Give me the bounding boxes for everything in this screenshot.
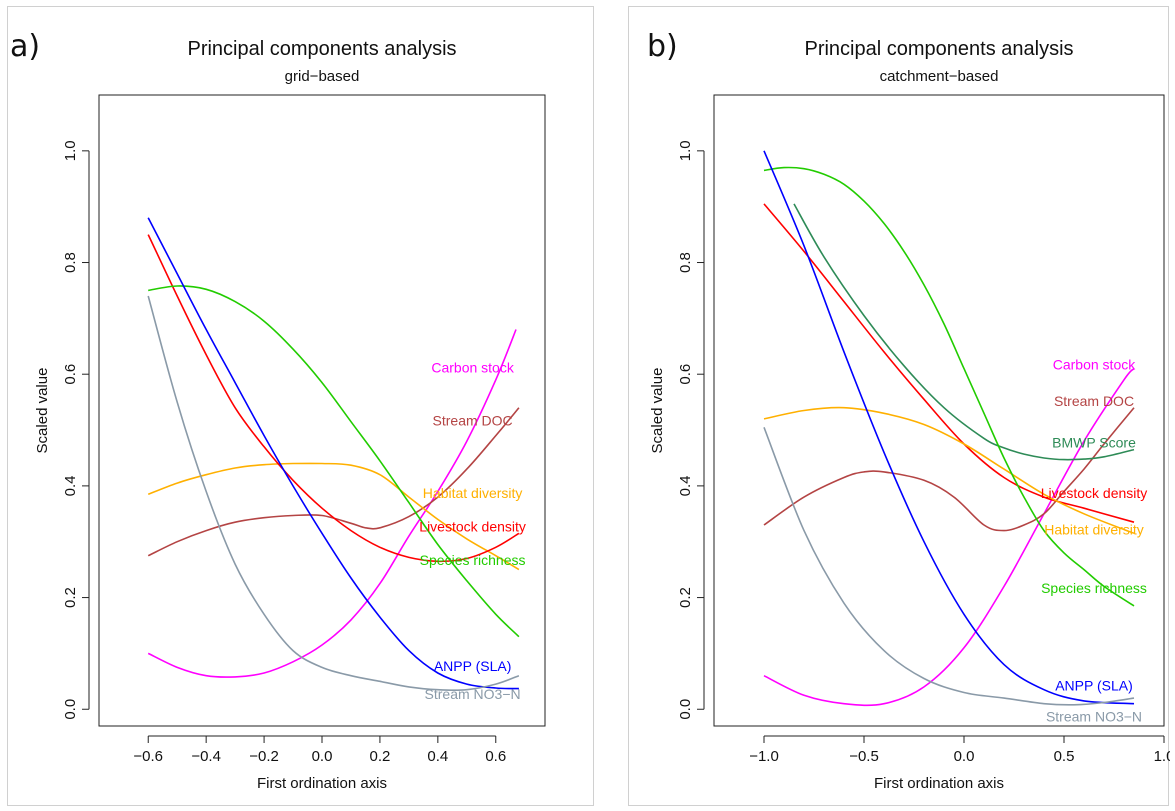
chart-panel-b: b) Principal components analysis catchmen…	[628, 6, 1170, 806]
series-line-stream-doc	[147, 407, 520, 557]
x-tick-label: −1.0	[749, 748, 779, 765]
series-line-stream-doc	[763, 407, 1135, 532]
x-axis: −1.0 −0.5 0.0 0.5 1.0 First ordination axis	[749, 735, 1170, 792]
chart-subtitle: catchment−based	[880, 68, 999, 85]
x-tick-label: −0.5	[849, 748, 879, 765]
series-line-livestock-density	[147, 234, 520, 563]
series-line-species-richness	[763, 166, 1135, 607]
series-line-stream-no3-n	[147, 295, 520, 692]
plot-frame	[713, 94, 1165, 727]
series-line-bmwp-score	[793, 203, 1135, 461]
plot-frame	[98, 94, 546, 727]
y-tick-label: 0.0	[62, 699, 79, 720]
series-line-carbon-stock	[763, 368, 1135, 707]
series-label-stream-no3-n: Stream NO3−N	[425, 686, 521, 702]
series-label-livestock-density: Livestock density	[419, 518, 526, 534]
series-line-habitat-diversity	[147, 462, 520, 571]
series-label-habitat-diversity: Habitat diversity	[423, 485, 523, 501]
chart-panel-a: a) Principal components analysis grid−bas…	[7, 6, 594, 806]
y-tick-label: 0.4	[677, 475, 694, 496]
x-axis-label: First ordination axis	[874, 775, 1004, 792]
panel-label-a: a)	[10, 29, 41, 64]
series-label-anpp-sla: ANPP (SLA)	[434, 658, 512, 674]
series-group	[763, 150, 1135, 707]
y-tick-label: 1.0	[62, 140, 79, 161]
series-label-habitat-diversity: Habitat diversity	[1044, 521, 1144, 537]
x-tick-label: 0.5	[1054, 748, 1075, 765]
series-line-anpp-sla	[147, 217, 519, 690]
x-tick-label: 0.2	[369, 748, 390, 765]
series-label-stream-doc: Stream DOC	[433, 412, 513, 428]
chart-title: Principal components analysis	[804, 38, 1073, 60]
series-label-stream-doc: Stream DOC	[1054, 393, 1134, 409]
series-line-stream-no3-n	[763, 427, 1135, 706]
x-tick-label: 0.0	[312, 748, 333, 765]
y-tick-label: 0.6	[62, 364, 79, 385]
y-axis-label: Scaled value	[34, 368, 51, 454]
series-label-livestock-density: Livestock density	[1041, 485, 1148, 501]
y-tick-label: 0.0	[677, 699, 694, 720]
chart-b: Principal components analysis catchment−b…	[649, 38, 1170, 792]
x-tick-label: 0.6	[485, 748, 506, 765]
x-axis: −0.6 −0.4 −0.2 0.0 0.2 0.4 0.6 First ordination…	[133, 735, 506, 792]
y-tick-label: 1.0	[677, 140, 694, 161]
series-label-bmwp-score: BMWP Score	[1052, 435, 1136, 451]
chart-title: Principal components analysis	[187, 38, 456, 60]
y-tick-label: 0.6	[677, 364, 694, 385]
x-axis-label: First ordination axis	[257, 775, 387, 792]
series-line-anpp-sla	[763, 150, 1135, 705]
x-tick-label: −0.4	[191, 748, 221, 765]
y-tick-label: 0.4	[62, 475, 79, 496]
series-label-stream-no3-n: Stream NO3−N	[1046, 708, 1142, 724]
series-label-species-richness: Species richness	[420, 552, 526, 568]
series-label-carbon-stock: Carbon stock	[431, 359, 514, 375]
series-label-carbon-stock: Carbon stock	[1053, 357, 1136, 373]
series-line-livestock-density	[763, 203, 1135, 523]
x-tick-label: −0.2	[249, 748, 279, 765]
chart-a: Principal components analysis grid−based −…	[34, 38, 546, 792]
series-group	[147, 217, 520, 692]
x-tick-label: 1.0	[1154, 748, 1170, 765]
series-line-habitat-diversity	[763, 406, 1135, 535]
chart-subtitle: grid−based	[285, 68, 360, 85]
series-labels: Carbon stock Stream DOC Habitat diversity L…	[419, 359, 526, 702]
series-label-species-richness: Species richness	[1041, 580, 1147, 596]
series-line-species-richness	[148, 285, 520, 638]
y-tick-label: 0.2	[677, 587, 694, 608]
y-tick-label: 0.8	[677, 252, 694, 273]
series-label-anpp-sla: ANPP (SLA)	[1055, 678, 1133, 694]
x-tick-label: −0.6	[133, 748, 163, 765]
y-axis: 0.0 0.2 0.4 0.6 0.8 1.0 Scaled value	[34, 140, 90, 720]
x-tick-label: 0.0	[954, 748, 975, 765]
y-tick-label: 0.8	[62, 252, 79, 273]
series-line-carbon-stock	[147, 329, 517, 678]
y-axis-label: Scaled value	[649, 368, 666, 454]
y-axis: 0.0 0.2 0.4 0.6 0.8 1.0 Scaled value	[649, 140, 705, 720]
panel-label-b: b)	[647, 29, 678, 64]
y-tick-label: 0.2	[62, 587, 79, 608]
series-labels: Carbon stock Stream DOC BMWP Score Livestoc…	[1041, 357, 1148, 725]
x-tick-label: 0.4	[427, 748, 448, 765]
